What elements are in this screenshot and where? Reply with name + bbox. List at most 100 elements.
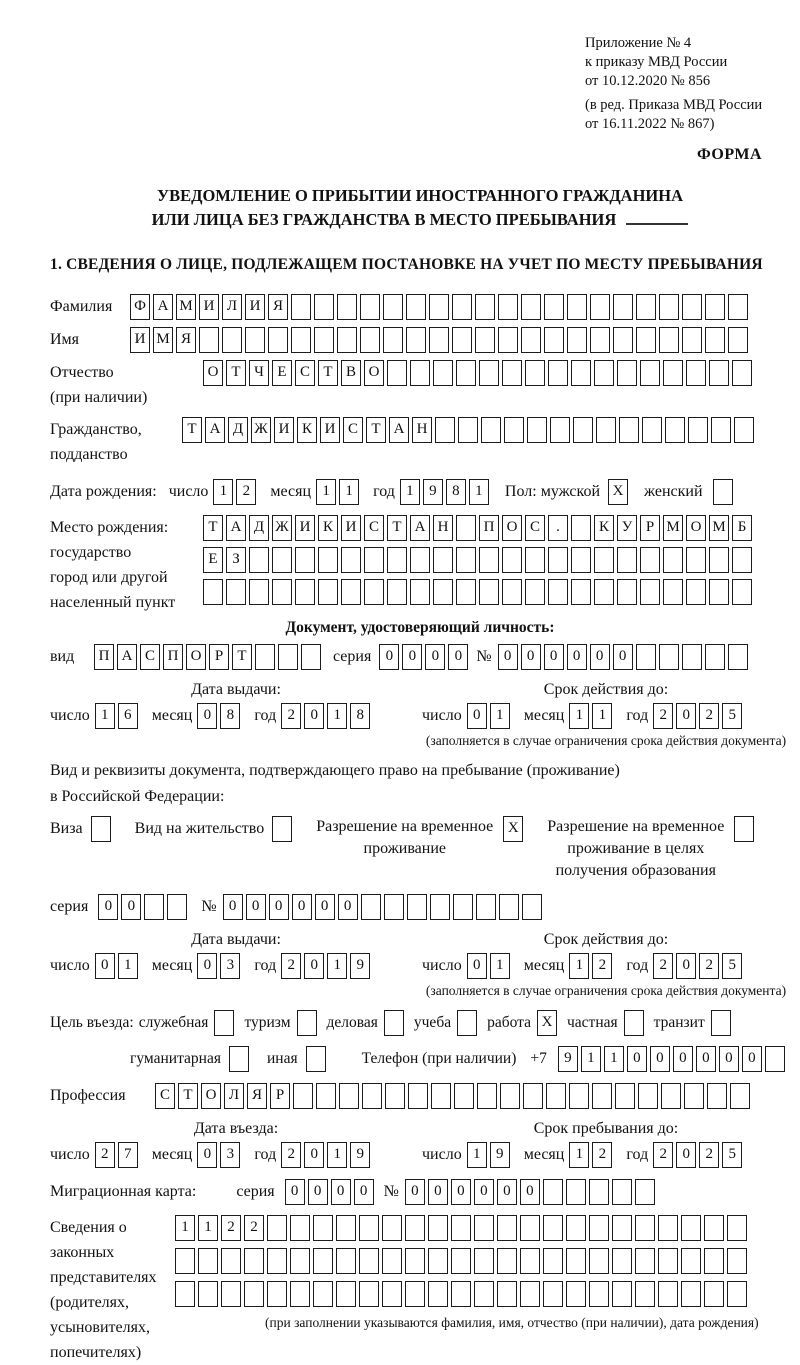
- char-box[interactable]: К: [318, 515, 338, 541]
- char-box[interactable]: 0: [314, 894, 335, 920]
- char-box[interactable]: [433, 547, 453, 573]
- char-box[interactable]: 0: [425, 644, 446, 670]
- char-box[interactable]: [615, 1083, 635, 1109]
- char-box[interactable]: [359, 1248, 379, 1274]
- char-box[interactable]: С: [155, 1083, 175, 1109]
- char-box[interactable]: 3: [220, 953, 241, 979]
- char-box[interactable]: Н: [433, 515, 453, 541]
- char-box[interactable]: [481, 417, 501, 443]
- char-box[interactable]: 2: [94, 1142, 115, 1168]
- char-box[interactable]: [635, 644, 656, 670]
- char-box[interactable]: [272, 579, 292, 605]
- char-box[interactable]: [592, 1083, 612, 1109]
- char-box[interactable]: [428, 1248, 448, 1274]
- char-box[interactable]: [573, 417, 593, 443]
- char-box[interactable]: Б: [732, 515, 752, 541]
- char-box[interactable]: [546, 1083, 566, 1109]
- char-box[interactable]: [705, 294, 725, 320]
- char-box[interactable]: 0: [245, 894, 266, 920]
- char-box[interactable]: З: [226, 547, 246, 573]
- char-box[interactable]: [406, 894, 427, 920]
- char-box[interactable]: [226, 579, 246, 605]
- char-box[interactable]: [548, 579, 568, 605]
- char-box[interactable]: [569, 1083, 589, 1109]
- char-box[interactable]: [245, 327, 265, 353]
- char-box[interactable]: [222, 327, 242, 353]
- char-box[interactable]: И: [274, 417, 294, 443]
- char-box[interactable]: И: [341, 515, 361, 541]
- char-box[interactable]: [456, 547, 476, 573]
- char-box[interactable]: 0: [466, 953, 487, 979]
- char-box[interactable]: [410, 579, 430, 605]
- char-box[interactable]: [709, 547, 729, 573]
- char-box[interactable]: [387, 360, 407, 386]
- char-box[interactable]: [521, 327, 541, 353]
- char-box[interactable]: 2: [281, 953, 302, 979]
- char-box[interactable]: [249, 547, 269, 573]
- char-box[interactable]: [732, 547, 752, 573]
- char-box[interactable]: Т: [366, 417, 386, 443]
- char-box[interactable]: [589, 1215, 609, 1241]
- char-box[interactable]: [410, 547, 430, 573]
- char-box[interactable]: [477, 1083, 497, 1109]
- char-box[interactable]: 0: [519, 1179, 540, 1205]
- char-box[interactable]: [571, 547, 591, 573]
- char-box[interactable]: 2: [221, 1215, 241, 1241]
- char-box[interactable]: Т: [182, 417, 202, 443]
- char-box[interactable]: [428, 1215, 448, 1241]
- char-box[interactable]: [382, 1281, 402, 1307]
- char-box[interactable]: [659, 327, 679, 353]
- char-box[interactable]: 2: [592, 953, 613, 979]
- char-box[interactable]: 0: [268, 894, 289, 920]
- char-box[interactable]: [638, 1083, 658, 1109]
- char-box[interactable]: [550, 417, 570, 443]
- char-box[interactable]: 0: [466, 703, 487, 729]
- char-box[interactable]: 2: [592, 1142, 613, 1168]
- char-box[interactable]: [479, 579, 499, 605]
- char-box[interactable]: [594, 579, 614, 605]
- char-box[interactable]: 2: [699, 953, 720, 979]
- char-box[interactable]: [431, 1083, 451, 1109]
- char-box[interactable]: [278, 644, 298, 670]
- char-box[interactable]: [727, 1281, 747, 1307]
- char-box[interactable]: Т: [318, 360, 338, 386]
- char-box[interactable]: [221, 1281, 241, 1307]
- char-box[interactable]: М: [153, 327, 173, 353]
- char-box[interactable]: У: [617, 515, 637, 541]
- char-box[interactable]: [452, 894, 473, 920]
- char-box[interactable]: Ж: [272, 515, 292, 541]
- char-box[interactable]: М: [663, 515, 683, 541]
- char-box[interactable]: [590, 294, 610, 320]
- char-box[interactable]: 9: [350, 953, 371, 979]
- char-box[interactable]: 5: [722, 1142, 743, 1168]
- char-box[interactable]: 0: [543, 644, 564, 670]
- char-box[interactable]: О: [203, 360, 223, 386]
- char-box[interactable]: [658, 644, 679, 670]
- char-box[interactable]: 9: [350, 1142, 371, 1168]
- char-box[interactable]: [337, 327, 357, 353]
- char-box[interactable]: [634, 1179, 655, 1205]
- char-box[interactable]: [548, 547, 568, 573]
- char-box[interactable]: [544, 294, 564, 320]
- char-box[interactable]: 3: [220, 1142, 241, 1168]
- char-box[interactable]: [360, 894, 381, 920]
- char-box[interactable]: [383, 1010, 404, 1036]
- char-box[interactable]: 0: [337, 894, 358, 920]
- char-box[interactable]: [228, 1046, 249, 1072]
- char-box[interactable]: С: [525, 515, 545, 541]
- char-box[interactable]: И: [130, 327, 150, 353]
- char-box[interactable]: [144, 894, 165, 920]
- char-box[interactable]: [566, 1248, 586, 1274]
- char-box[interactable]: 5: [722, 703, 743, 729]
- char-box[interactable]: 0: [353, 1179, 374, 1205]
- char-box[interactable]: [479, 360, 499, 386]
- char-box[interactable]: [565, 1179, 586, 1205]
- char-box[interactable]: [571, 360, 591, 386]
- char-box[interactable]: 0: [121, 894, 142, 920]
- char-box[interactable]: .: [548, 515, 568, 541]
- char-box[interactable]: А: [226, 515, 246, 541]
- char-box[interactable]: [727, 644, 748, 670]
- char-box[interactable]: [296, 1010, 317, 1036]
- char-box[interactable]: Т: [226, 360, 246, 386]
- char-box[interactable]: [313, 1215, 333, 1241]
